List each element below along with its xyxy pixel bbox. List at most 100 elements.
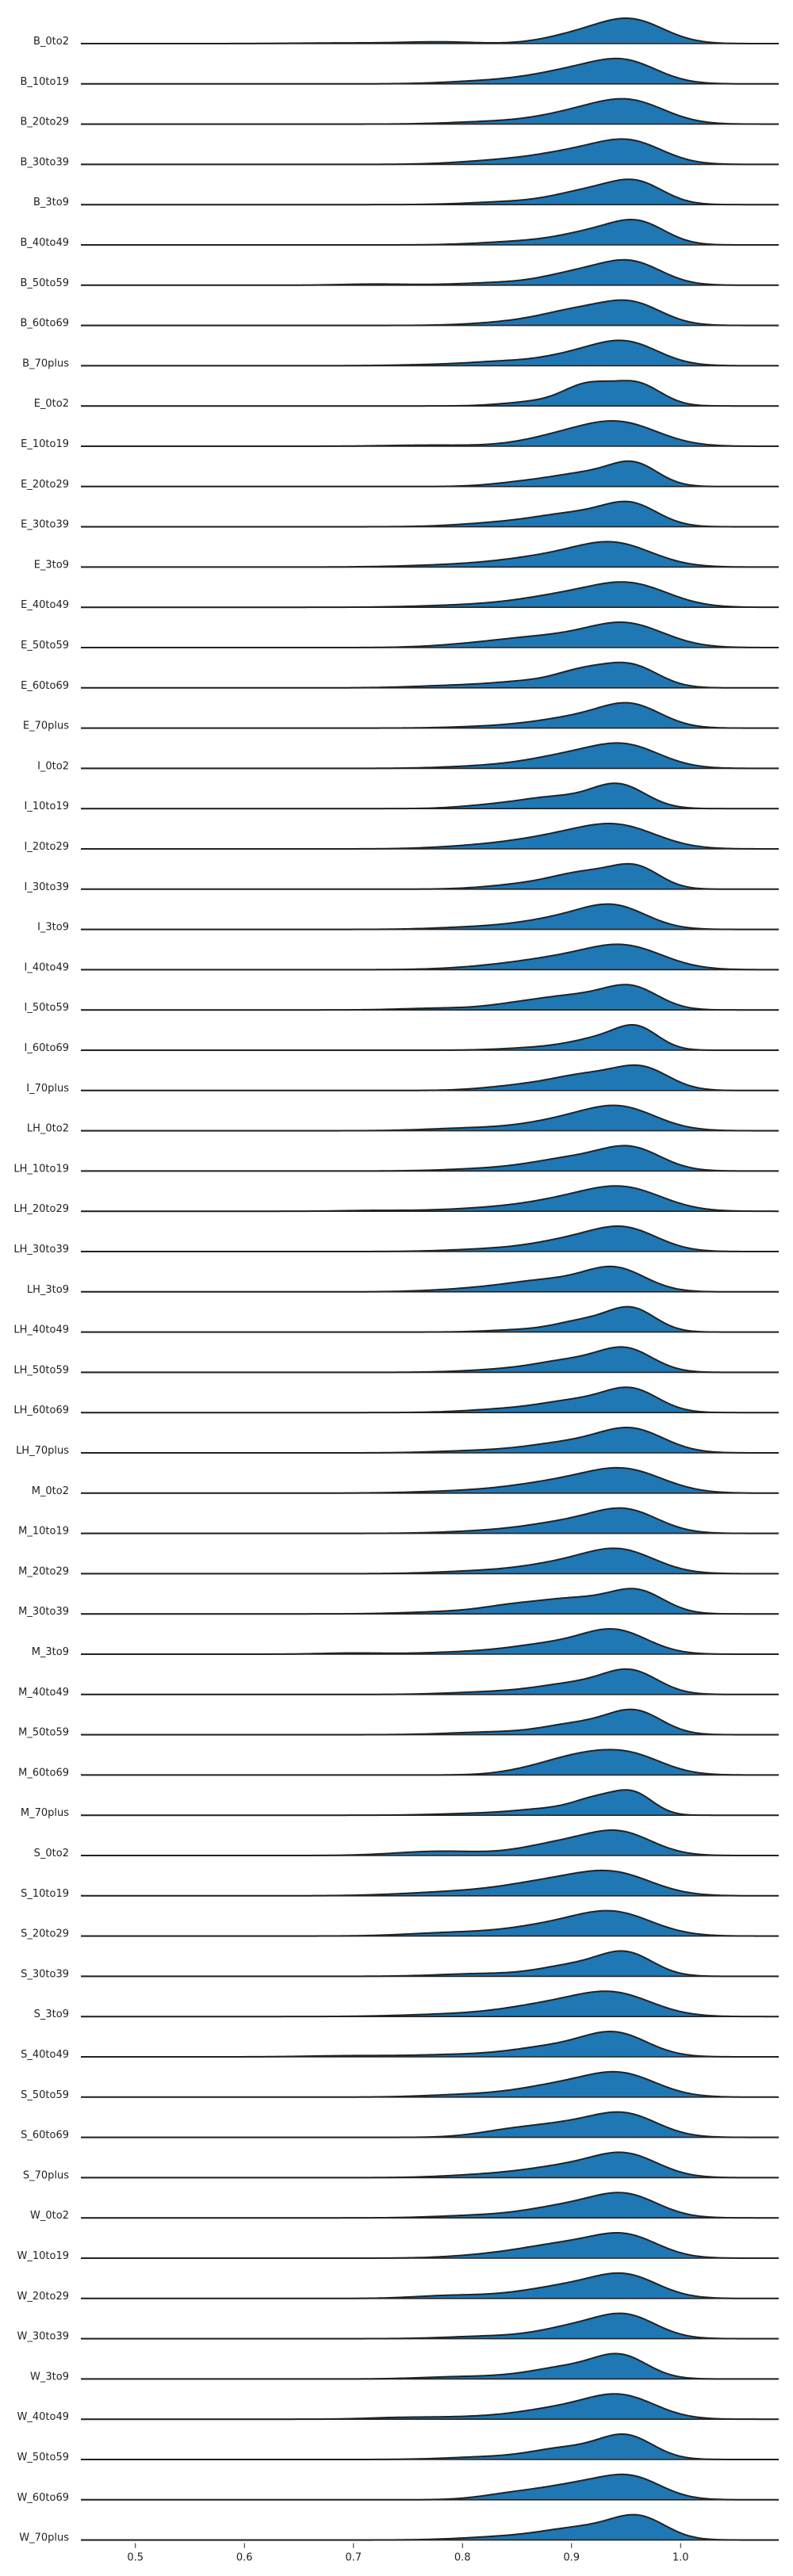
ridge-row-M_3to9: M_3to9: [32, 1627, 779, 1658]
ridge-row-M_30to39: M_30to39: [18, 1588, 779, 1618]
density-area-I_30to39: [81, 863, 779, 889]
density-area-I_10to19: [81, 783, 779, 809]
density-area-B_20to29: [81, 98, 779, 124]
density-area-M_20to29: [81, 1548, 779, 1574]
ridge-row-E_30to39: E_30to39: [21, 500, 779, 531]
row-label-W_3to9: W_3to9: [30, 2371, 69, 2383]
row-label-LH_60to69: LH_60to69: [13, 1405, 69, 1416]
row-label-B_50to59: B_50to59: [20, 277, 69, 289]
row-label-E_30to39: E_30to39: [21, 519, 69, 531]
row-label-B_40to49: B_40to49: [20, 237, 69, 249]
row-label-E_3to9: E_3to9: [34, 559, 69, 571]
row-label-B_3to9: B_3to9: [33, 197, 69, 208]
ridge-row-I_10to19: I_10to19: [25, 782, 779, 812]
row-label-E_20to29: E_20to29: [21, 479, 69, 491]
density-area-B_70plus: [81, 340, 779, 366]
ridge-row-B_30to39: B_30to39: [20, 138, 779, 168]
row-label-S_50to59: S_50to59: [21, 2089, 69, 2101]
density-area-B_50to59: [81, 259, 779, 285]
ridge-row-W_3to9: W_3to9: [30, 2352, 779, 2383]
row-label-S_60to69: S_60to69: [21, 2130, 69, 2142]
density-area-E_10to19: [81, 421, 779, 446]
x-tick-label: 0.7: [345, 2552, 362, 2564]
ridge-row-I_0to2: I_0to2: [37, 742, 779, 772]
row-label-S_30to39: S_30to39: [21, 1968, 69, 1980]
density-area-B_0to2: [81, 18, 779, 44]
ridge-row-E_50to59: E_50to59: [21, 621, 779, 652]
row-label-S_10to19: S_10to19: [21, 1888, 69, 1900]
row-label-W_40to49: W_40to49: [17, 2411, 70, 2423]
density-area-S_10to19: [81, 1870, 779, 1896]
row-label-M_70plus: M_70plus: [21, 1807, 69, 1819]
ridge-row-M_50to59: M_50to59: [18, 1708, 779, 1739]
ridge-row-LH_60to69: LH_60to69: [13, 1386, 779, 1416]
ridge-row-LH_50to59: LH_50to59: [13, 1346, 779, 1376]
density-area-W_30to39: [81, 2313, 779, 2339]
density-line-W_3to9: [81, 2352, 779, 2380]
ridge-row-LH_0to2: LH_0to2: [27, 1104, 779, 1135]
row-label-I_50to59: I_50to59: [25, 1002, 69, 1014]
ridge-row-W_10to19: W_10to19: [17, 2231, 779, 2262]
ridge-row-M_0to2: M_0to2: [32, 1466, 779, 1497]
row-label-W_70plus: W_70plus: [19, 2532, 69, 2544]
density-area-LH_40to49: [81, 1306, 779, 1332]
ridge-row-I_20to29: I_20to29: [25, 822, 780, 853]
row-label-S_3to9: S_3to9: [34, 2008, 69, 2020]
row-label-E_0to2: E_0to2: [34, 398, 69, 410]
density-area-S_3to9: [81, 1991, 779, 2017]
row-label-W_60to69: W_60to69: [17, 2492, 70, 2504]
row-label-S_0to2: S_0to2: [34, 1848, 69, 1859]
row-label-M_40to49: M_40to49: [18, 1687, 69, 1699]
density-area-E_40to49: [81, 582, 779, 608]
density-area-S_30to39: [81, 1951, 779, 1977]
ridge-row-I_70plus: I_70plus: [26, 1064, 779, 1095]
row-label-S_20to29: S_20to29: [21, 1928, 69, 1940]
ridges-group: B_0to2 B_10to19 B_20to29 B_30to39 B_3to9 B_40…: [13, 17, 780, 2544]
row-label-I_40to49: I_40to49: [25, 961, 69, 973]
row-label-S_70plus: S_70plus: [23, 2169, 69, 2181]
density-area-W_40to49: [81, 2394, 779, 2420]
density-line-LH_3to9: [81, 1265, 779, 1293]
density-area-B_3to9: [81, 179, 779, 205]
ridge-row-E_20to29: E_20to29: [21, 460, 779, 491]
density-area-W_20to29: [81, 2272, 779, 2299]
ridge-row-S_70plus: S_70plus: [23, 2151, 779, 2181]
row-label-M_50to59: M_50to59: [18, 1727, 69, 1739]
ridge-row-W_70plus: W_70plus: [19, 2513, 779, 2544]
density-area-E_3to9: [81, 541, 779, 568]
row-label-LH_10to19: LH_10to19: [13, 1163, 69, 1175]
ridge-row-B_3to9: B_3to9: [33, 178, 779, 208]
density-area-E_60to69: [81, 662, 779, 688]
x-tick-label: 0.9: [563, 2552, 580, 2564]
row-label-B_30to39: B_30to39: [20, 156, 69, 168]
density-area-M_40to49: [81, 1668, 779, 1695]
density-area-W_70plus: [81, 2514, 779, 2540]
ridge-row-B_40to49: B_40to49: [20, 218, 779, 249]
ridge-row-LH_10to19: LH_10to19: [13, 1145, 779, 1175]
ridge-row-LH_3to9: LH_3to9: [27, 1265, 779, 1296]
density-area-I_0to2: [81, 743, 779, 769]
row-label-I_10to19: I_10to19: [25, 801, 69, 812]
ridge-row-S_10to19: S_10to19: [21, 1869, 779, 1900]
ridge-row-W_30to39: W_30to39: [17, 2312, 779, 2343]
density-area-LH_0to2: [81, 1105, 779, 1131]
row-label-M_60to69: M_60to69: [18, 1767, 69, 1779]
density-area-B_60to69: [81, 300, 779, 326]
ridge-row-S_40to49: S_40to49: [21, 2030, 779, 2061]
ridge-row-W_20to29: W_20to29: [17, 2272, 779, 2303]
density-area-LH_70plus: [81, 1428, 779, 1453]
density-area-S_0to2: [81, 1830, 779, 1856]
row-label-LH_30to39: LH_30to39: [13, 1244, 69, 1256]
density-area-E_0to2: [81, 380, 779, 407]
ridge-row-M_40to49: M_40to49: [18, 1668, 779, 1699]
row-label-B_10to19: B_10to19: [20, 76, 69, 88]
density-area-I_3to9: [81, 904, 779, 930]
density-line-M_70plus: [81, 1789, 779, 1817]
density-area-I_40to49: [81, 944, 779, 970]
density-area-B_30to39: [81, 139, 779, 165]
ridge-row-B_70plus: B_70plus: [22, 339, 779, 369]
density-area-LH_20to29: [81, 1186, 779, 1212]
row-label-I_0to2: I_0to2: [37, 760, 69, 772]
ridge-row-E_40to49: E_40to49: [21, 581, 779, 611]
